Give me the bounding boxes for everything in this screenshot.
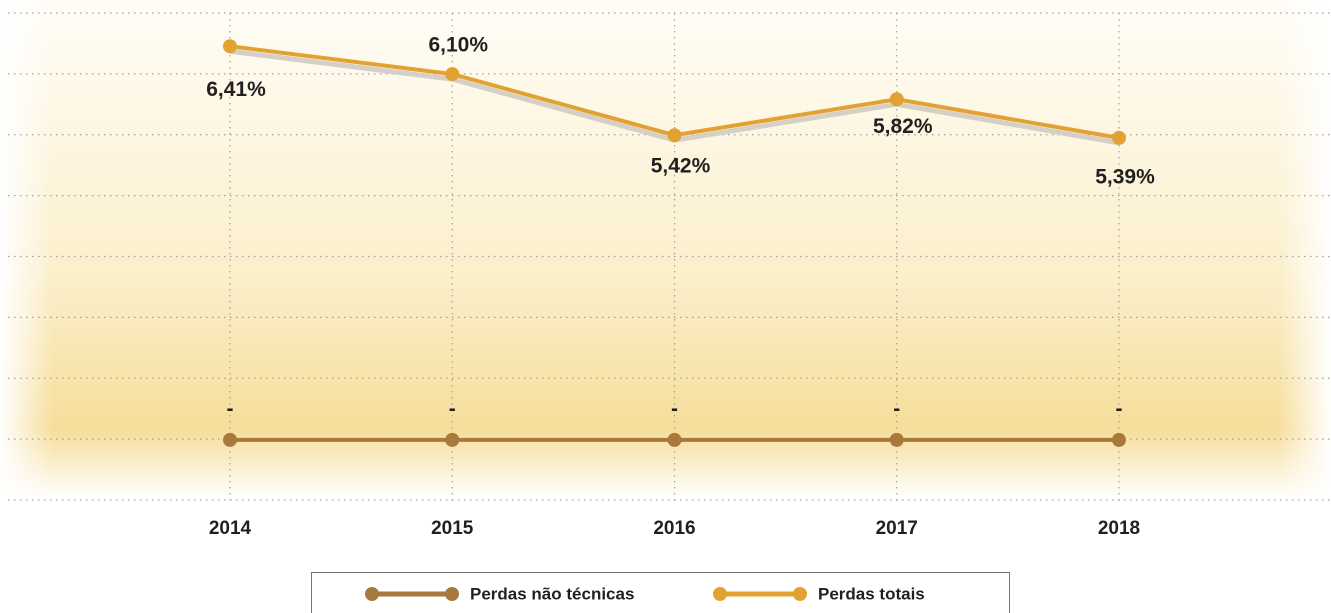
x-tick-label: 2015 <box>431 518 474 539</box>
value-label: 6,10% <box>428 34 488 57</box>
marks: - - - - - Perdas não técnicas 6,41% 6,10% 5,42% 5… <box>206 34 1155 604</box>
legend-marker <box>365 587 379 601</box>
value-label: - <box>227 397 234 420</box>
value-label: - <box>893 397 900 420</box>
marker <box>889 432 904 447</box>
marker <box>667 128 682 143</box>
marker <box>889 92 904 107</box>
legend-marker <box>793 587 807 601</box>
marker <box>1112 130 1126 145</box>
marker <box>667 432 682 447</box>
value-label: 5,82% <box>873 115 933 138</box>
value-label: - <box>1116 397 1123 420</box>
value-label: 5,39% <box>1095 165 1155 188</box>
legend-marker <box>445 587 459 601</box>
marker <box>445 432 460 447</box>
legend-label: Perdas totais <box>818 584 925 603</box>
value-label: 5,42% <box>651 155 711 178</box>
value-label: - <box>449 397 456 420</box>
marker <box>445 67 460 82</box>
plot-background-fade <box>0 0 1331 500</box>
x-tick-label: 2017 <box>876 518 918 539</box>
legend-label: Perdas não técnicas <box>470 584 634 603</box>
x-tick-label: 2016 <box>653 518 695 539</box>
legend-marker <box>713 587 727 601</box>
marker <box>223 39 237 54</box>
x-tick-label: 2014 <box>209 518 252 539</box>
value-label: 6,41% <box>206 78 266 101</box>
marker <box>223 432 237 447</box>
x-tick-label: 2018 <box>1098 518 1140 539</box>
marker <box>1112 432 1126 447</box>
value-label: - <box>671 397 678 420</box>
